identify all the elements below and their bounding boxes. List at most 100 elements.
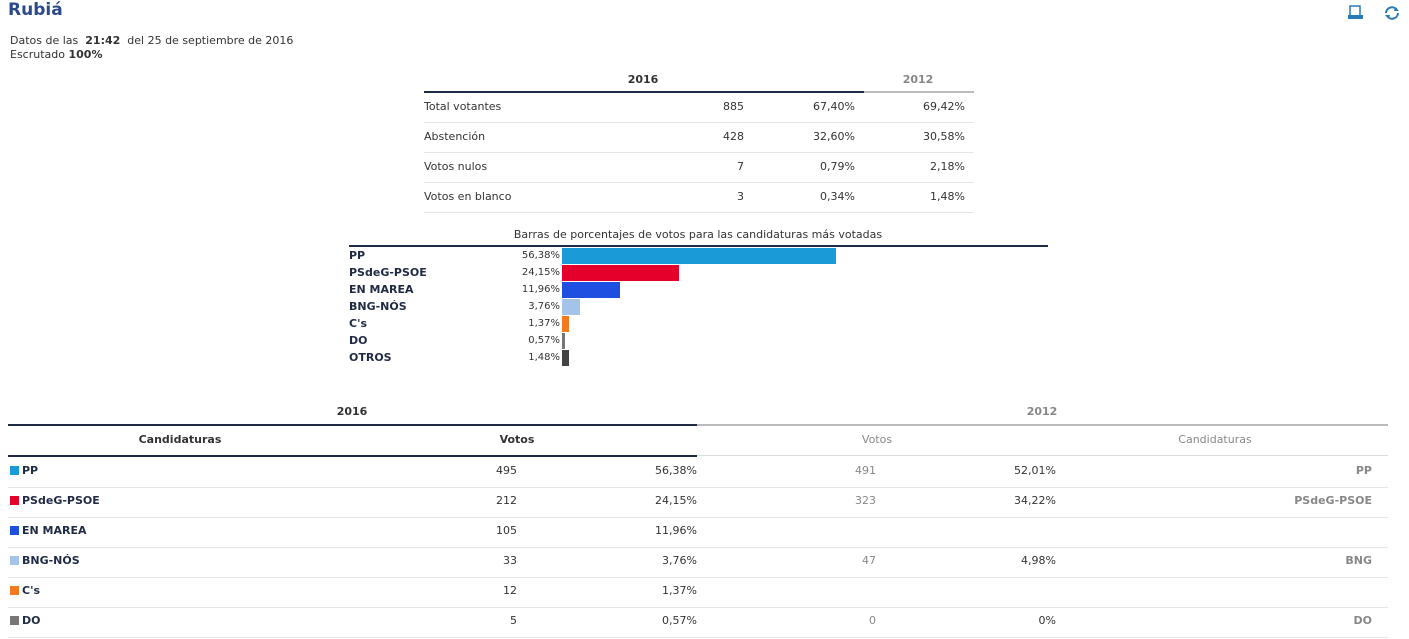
- rule: [8, 517, 1388, 518]
- date: del 25 de septiembre de 2016: [127, 34, 294, 47]
- bar-label: C's: [349, 317, 367, 330]
- bar-label: OTROS: [349, 351, 392, 364]
- rule: [8, 577, 1388, 578]
- bar: [562, 350, 570, 366]
- rule: [349, 245, 1048, 247]
- rule: [697, 424, 1388, 426]
- votes-2012: 323: [855, 494, 876, 507]
- column-header: Votos: [499, 433, 535, 446]
- percent: 1,37%: [662, 584, 697, 597]
- party-name-2012: DO: [1353, 614, 1372, 627]
- year-header: 2012: [1026, 405, 1058, 418]
- bar-label: EN MAREA: [349, 283, 414, 296]
- value-label: 11,96%: [521, 284, 560, 295]
- data-prefix: Datos de las: [10, 34, 79, 47]
- percent: 24,15%: [655, 494, 697, 507]
- cell: 67,40%: [813, 100, 855, 113]
- value-label: 1,48%: [528, 352, 560, 363]
- column-header: Candidaturas: [138, 433, 222, 446]
- column-header: 2016: [627, 73, 659, 86]
- scrutiny: Escrutado 100%: [10, 48, 102, 62]
- party-name: BNG-NÓS: [22, 554, 80, 567]
- time: 21:42: [85, 34, 121, 47]
- rule: [424, 182, 974, 183]
- votes-2012: 47: [862, 554, 876, 567]
- votes: 212: [496, 494, 517, 507]
- chart-title: Barras de porcentajes de votos para las …: [513, 228, 883, 241]
- rule: [8, 424, 697, 426]
- percent: 3,76%: [662, 554, 697, 567]
- bar-label: DO: [349, 334, 368, 347]
- cell: 428: [723, 130, 744, 143]
- votes: 12: [503, 584, 517, 597]
- bar: [562, 299, 581, 315]
- party-name-2012: PP: [1355, 464, 1372, 477]
- votes: 5: [510, 614, 517, 627]
- party-swatch: [10, 556, 19, 565]
- bar: [562, 248, 836, 264]
- rule: [424, 122, 974, 123]
- row-label: Abstención: [424, 130, 486, 143]
- party-name: C's: [22, 584, 40, 597]
- votes: 105: [496, 524, 517, 537]
- row-label: Votos en blanco: [424, 190, 512, 203]
- rule: [697, 455, 1388, 456]
- percent: 56,38%: [655, 464, 697, 477]
- value-label: 0,57%: [528, 335, 560, 346]
- data-time: Datos de las 21:42 del 25 de septiembre …: [10, 34, 293, 48]
- cell: 32,60%: [813, 130, 855, 143]
- cell: 30,58%: [923, 130, 965, 143]
- party-name: PSdeG-PSOE: [22, 494, 100, 507]
- party-swatch: [10, 496, 19, 505]
- value-label: 3,76%: [528, 301, 560, 312]
- refresh-icon[interactable]: [1382, 4, 1402, 22]
- rule: [8, 607, 1388, 608]
- percent: 11,96%: [655, 524, 697, 537]
- party-swatch: [10, 466, 19, 475]
- bar: [562, 333, 565, 349]
- scrutiny-value: 100%: [68, 48, 103, 61]
- print-icon[interactable]: [1346, 4, 1366, 22]
- column-header: Candidaturas: [1178, 433, 1252, 446]
- votes-2012: 491: [855, 464, 876, 477]
- bar-label: PSdeG-PSOE: [349, 266, 427, 279]
- bar: [562, 265, 680, 281]
- rule: [8, 637, 1388, 638]
- party-name: PP: [22, 464, 39, 477]
- cell: 3: [737, 190, 744, 203]
- percent-2012: 34,22%: [1014, 494, 1056, 507]
- rule: [424, 91, 864, 93]
- cell: 0,34%: [820, 190, 855, 203]
- votes: 495: [496, 464, 517, 477]
- rule: [8, 455, 697, 457]
- party-swatch: [10, 616, 19, 625]
- votes-2012: 0: [869, 614, 876, 627]
- bar-label: PP: [349, 249, 366, 262]
- cell: 2,18%: [930, 160, 965, 173]
- percent-2012: 4,98%: [1021, 554, 1056, 567]
- value-label: 1,37%: [528, 318, 560, 329]
- percent: 0,57%: [662, 614, 697, 627]
- cell: 7: [737, 160, 744, 173]
- bar: [562, 316, 569, 332]
- column-header: 2012: [902, 73, 934, 86]
- cell: 1,48%: [930, 190, 965, 203]
- party-swatch: [10, 586, 19, 595]
- row-label: Total votantes: [424, 100, 502, 113]
- column-header: Votos: [861, 433, 893, 446]
- rule: [8, 487, 1388, 488]
- party-name: EN MAREA: [22, 524, 87, 537]
- rule: [864, 91, 974, 93]
- party-name: DO: [22, 614, 41, 627]
- bar: [562, 282, 621, 298]
- party-name-2012: PSdeG-PSOE: [1294, 494, 1372, 507]
- votes: 33: [503, 554, 517, 567]
- percent-2012: 52,01%: [1014, 464, 1056, 477]
- rule: [8, 547, 1388, 548]
- percent-2012: 0%: [1038, 614, 1056, 627]
- value-label: 24,15%: [521, 267, 560, 278]
- cell: 0,79%: [820, 160, 855, 173]
- bar-label: BNG-NÓS: [349, 300, 407, 313]
- page-title: Rubiá: [8, 0, 63, 20]
